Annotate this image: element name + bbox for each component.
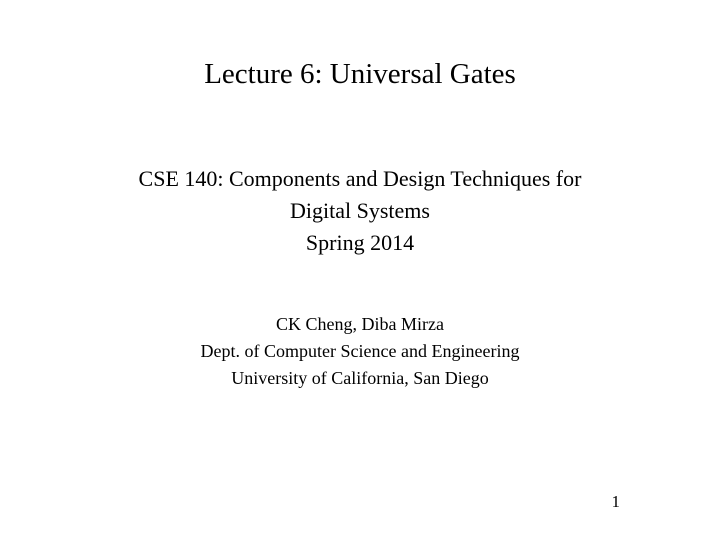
- slide-title: Lecture 6: Universal Gates: [0, 0, 720, 91]
- author-university: University of California, San Diego: [0, 365, 720, 392]
- author-info-block: CK Cheng, Diba Mirza Dept. of Computer S…: [0, 311, 720, 392]
- course-name-line2: Digital Systems: [0, 195, 720, 227]
- author-names: CK Cheng, Diba Mirza: [0, 311, 720, 338]
- course-term: Spring 2014: [0, 227, 720, 259]
- page-number: 1: [612, 492, 621, 512]
- course-info-block: CSE 140: Components and Design Technique…: [0, 163, 720, 259]
- author-dept: Dept. of Computer Science and Engineerin…: [0, 338, 720, 365]
- course-name-line1: CSE 140: Components and Design Technique…: [0, 163, 720, 195]
